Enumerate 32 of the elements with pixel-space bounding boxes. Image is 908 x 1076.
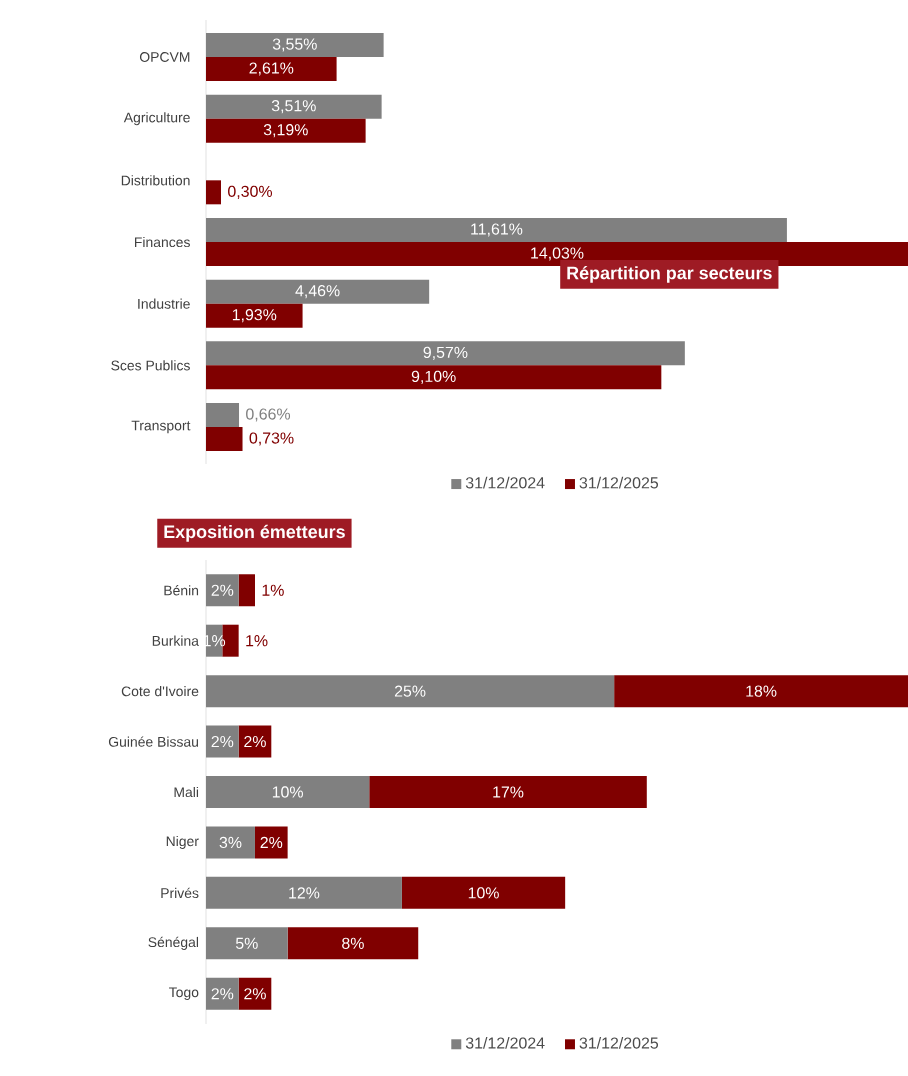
bar — [206, 402, 240, 427]
bar — [206, 725, 239, 758]
bar — [206, 574, 239, 607]
text: Répartition par secteurs — [567, 265, 772, 283]
bar — [206, 94, 382, 119]
bar — [614, 675, 908, 708]
bar — [206, 826, 255, 859]
bar — [206, 241, 908, 266]
bar — [206, 180, 222, 205]
bar — [287, 927, 419, 960]
bar — [206, 303, 303, 328]
bar — [206, 32, 384, 57]
bar — [206, 279, 430, 304]
bar — [206, 776, 370, 808]
bar — [206, 118, 366, 143]
bar — [369, 776, 647, 808]
bar — [222, 624, 239, 657]
chart-title: Exposition émetteurs — [164, 524, 345, 542]
bar — [206, 675, 615, 708]
bar — [206, 927, 288, 960]
bar — [254, 826, 288, 859]
bar — [206, 426, 243, 451]
bar — [206, 56, 337, 81]
bar — [206, 876, 402, 909]
bar — [401, 876, 566, 909]
bar — [206, 341, 685, 366]
bar — [238, 574, 255, 607]
bar — [206, 977, 239, 1010]
bar — [206, 365, 662, 390]
bar — [238, 977, 272, 1010]
bar — [238, 725, 272, 758]
bar — [206, 217, 787, 242]
